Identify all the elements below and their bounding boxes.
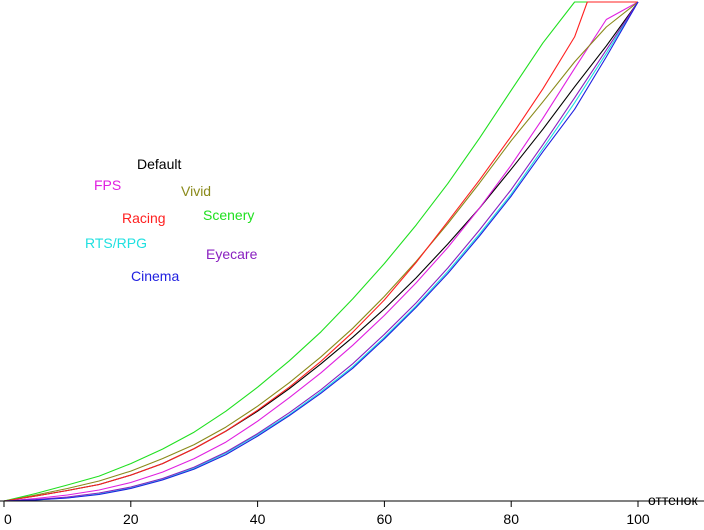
series-line-default (3, 1, 639, 502)
series-line-rts-rpg (3, 1, 639, 502)
series-line-racing (3, 1, 638, 502)
legend-label-scenery: Scenery (203, 207, 254, 223)
x-axis-label: оттенок (648, 492, 698, 508)
legend-label-eyecare: Eyecare (206, 246, 258, 262)
series-line-eyecare (3, 1, 639, 502)
series-line-fps (3, 1, 639, 502)
series-line-cinema (3, 1, 639, 502)
legend-label-racing: Racing (122, 210, 166, 226)
legend-label-fps: FPS (94, 177, 121, 193)
x-tick-label: 40 (250, 511, 266, 527)
series-line-scenery (3, 1, 638, 502)
legend: Default FPS Vivid Scenery Racing RTS/RPG Eyeca… (85, 156, 258, 284)
legend-label-vivid: Vivid (181, 183, 211, 199)
x-tick-label: 80 (503, 511, 519, 527)
legend-label-default: Default (137, 156, 181, 172)
series-layer (3, 1, 639, 502)
x-axis-ticks: 0 20 40 60 80 100 (3, 501, 650, 527)
x-tick-label: 20 (123, 511, 139, 527)
x-tick-label: 0 (4, 511, 12, 527)
series-line-vivid (3, 1, 639, 502)
x-tick-label: 60 (377, 511, 393, 527)
legend-label-cinema: Cinema (131, 268, 179, 284)
x-tick-label: 100 (626, 511, 650, 527)
legend-label-rts-rpg: RTS/RPG (85, 235, 147, 251)
